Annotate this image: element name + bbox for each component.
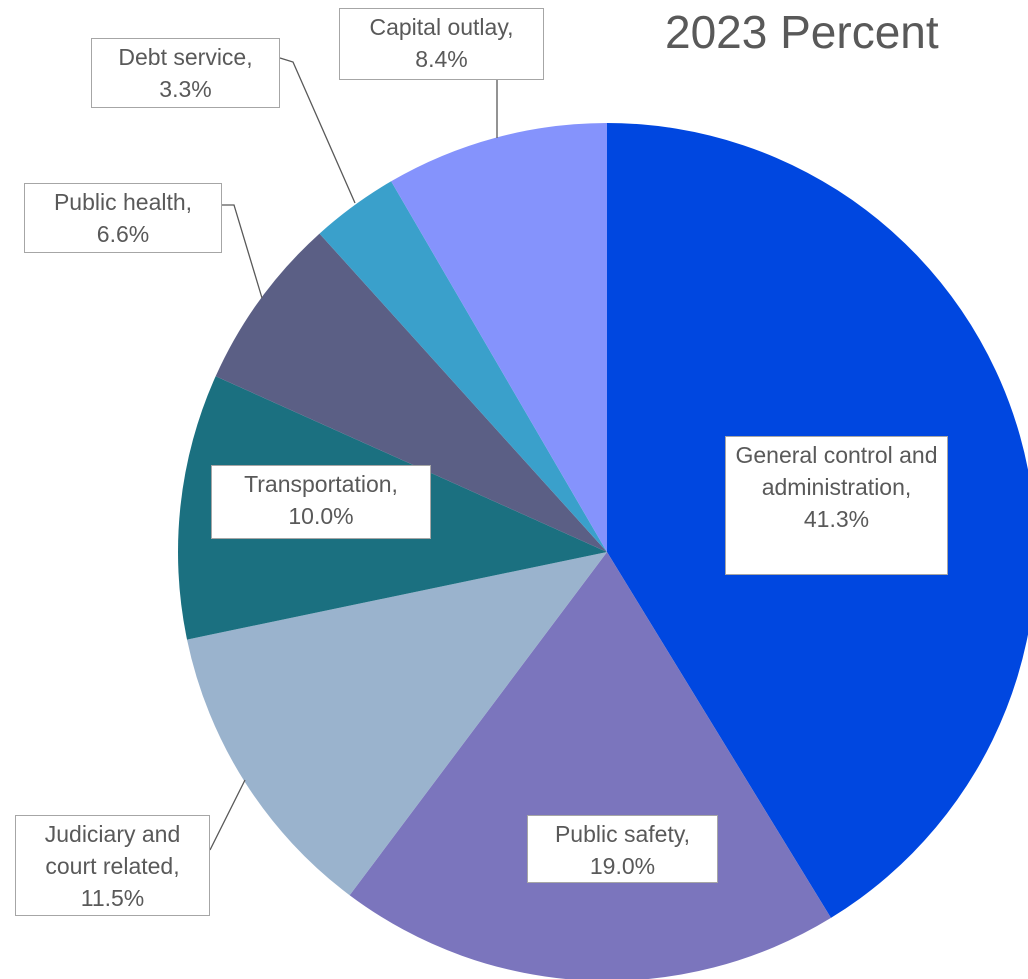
pie-slice: [391, 123, 607, 552]
data-label: Debt service, 3.3%: [91, 38, 280, 108]
data-label: Public health, 6.6%: [24, 183, 222, 253]
label-value: 6.6%: [96, 221, 150, 247]
data-label: General control and administration, 41.3%: [725, 436, 948, 575]
data-label: Capital outlay, 8.4%: [339, 8, 544, 80]
pie-slice: [319, 181, 607, 552]
data-label: Public safety, 19.0%: [527, 815, 718, 883]
label-name: Judiciary and court related,: [44, 821, 181, 879]
label-name: Debt service,: [118, 44, 253, 70]
data-label: Transportation, 10.0%: [211, 465, 431, 539]
label-value: 41.3%: [803, 506, 870, 532]
label-name: Transportation,: [244, 471, 398, 497]
chart-title: 2023 Percent: [665, 6, 939, 58]
label-value: 10.0%: [288, 503, 354, 529]
label-name: Public safety,: [554, 821, 691, 847]
label-value: 19.0%: [589, 853, 656, 879]
leader-line: [222, 204, 263, 299]
leader-line: [279, 57, 356, 204]
label-value: 3.3%: [159, 76, 212, 102]
pie-slice: [187, 552, 607, 896]
label-name: General control and administration,: [735, 442, 938, 500]
label-name: Public health,: [53, 189, 193, 215]
label-value: 8.4%: [415, 46, 468, 72]
pie-slice: [215, 233, 608, 553]
label-name: Capital outlay,: [369, 14, 514, 40]
label-value: 11.5%: [80, 885, 145, 911]
leader-lines: [209, 57, 498, 851]
leader-line: [209, 779, 246, 851]
data-label: Judiciary and court related, 11.5%: [15, 815, 210, 916]
